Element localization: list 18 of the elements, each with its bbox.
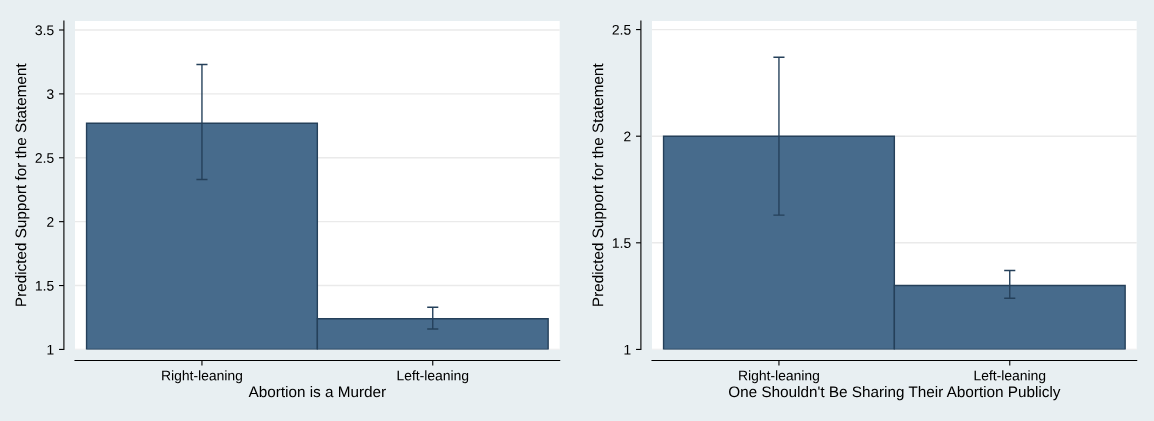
y-tick-label: 2.5 [35,153,54,163]
y-axis-title: Predicted Support for the Statement [15,63,30,306]
y-tick-label: 2 [624,131,631,142]
y-tick-label: 1 [47,344,54,355]
x-axis-title: One Shouldn't Be Sharing Their Abortion Publicly [729,385,1061,401]
y-axis-title: Predicted Support for the Statement [592,63,607,306]
y-tick-label: 3.5 [35,25,54,36]
x-tick-label: Right-leaning [739,370,819,384]
y-tick-label: 2 [47,216,54,227]
x-axis-title: Abortion is a Murder [248,385,386,398]
x-tick-label: Right-leaning [162,370,242,384]
y-tick-label: 2.5 [612,24,631,35]
y-tick-label: 1.5 [612,238,631,248]
y-tick-label: 1 [624,344,631,355]
y-tick-label: 3 [46,89,54,100]
x-tick-label: Left-leaning [397,370,469,384]
x-tick-label: Left-leaning [974,370,1046,384]
y-tick-label: 1.5 [35,281,54,291]
